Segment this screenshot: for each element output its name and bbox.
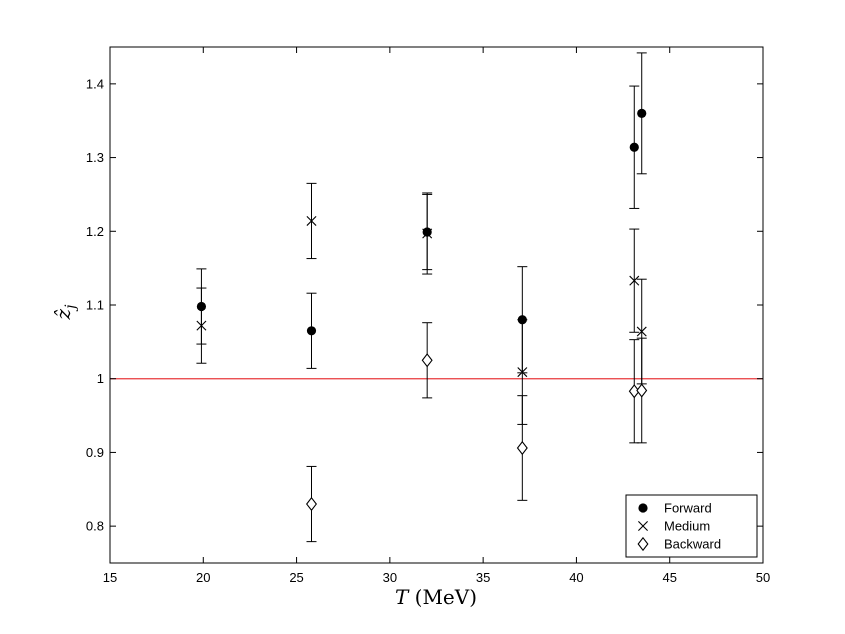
backward-point	[516, 440, 528, 456]
legend-label-medium: Medium	[664, 519, 710, 534]
legend-label-backward: Backward	[664, 537, 721, 552]
medium-point	[306, 215, 317, 226]
backward-point	[421, 353, 433, 368]
y-tick-label: 0.8	[86, 519, 104, 534]
medium-point-stroke-b	[422, 228, 433, 239]
x-axis-label-unit: (MeV)	[408, 585, 477, 609]
forward-point	[306, 326, 317, 336]
forward-point	[629, 142, 639, 152]
medium-point-stroke-b	[306, 215, 317, 226]
data-layer	[196, 52, 648, 543]
y-tick-label: 1.2	[86, 224, 104, 239]
legend-label-forward: Forward	[664, 501, 712, 516]
legend-marker-medium-stroke-b	[638, 521, 648, 531]
medium-point	[422, 228, 433, 239]
y-tick-label: 1.1	[86, 298, 104, 313]
medium-point-stroke-b	[636, 326, 647, 337]
series-backward	[306, 322, 648, 543]
x-axis-label: T (MeV)	[395, 585, 477, 609]
medium-point	[196, 320, 207, 331]
forward-point	[637, 108, 647, 118]
x-tick-label: 50	[756, 570, 770, 585]
x-axis-label-symbol: T	[395, 585, 410, 609]
medium-point-stroke-b	[629, 275, 640, 286]
legend-marker-backward	[637, 536, 649, 552]
y-tick-label: 1.3	[86, 150, 104, 165]
y-tick-label: 1.4	[86, 76, 104, 91]
y-axis-label: ẑj	[51, 304, 79, 321]
legend-marker-medium	[638, 521, 648, 531]
medium-point	[636, 326, 647, 337]
medium-point	[517, 367, 528, 378]
medium-point-stroke-b	[517, 367, 528, 378]
medium-point	[629, 275, 640, 286]
y-tick-label: 1	[97, 371, 104, 386]
x-tick-label: 30	[383, 570, 397, 585]
plot-area	[110, 47, 763, 563]
x-tick-label: 20	[196, 570, 210, 585]
legend-box	[625, 494, 758, 558]
y-tick-label: 0.9	[86, 445, 104, 460]
legend: Forward Medium Backward	[625, 494, 758, 558]
y-axis-label-symbol: ẑ	[51, 308, 75, 320]
y-axis-label-subscript: j	[63, 304, 79, 312]
medium-point-stroke-b	[196, 320, 207, 331]
backward-point	[306, 496, 317, 512]
legend-marker-forward	[638, 503, 648, 513]
x-tick-label: 45	[662, 570, 676, 585]
x-tick-label: 15	[103, 570, 117, 585]
backward-point	[636, 383, 648, 398]
tick-layer: 15 20 25 30 35 40 45 50 0.8 0.9 1 1.1 1.2 1.3 1.4	[86, 47, 770, 585]
x-tick-label: 35	[476, 570, 490, 585]
x-tick-label: 40	[569, 570, 583, 585]
x-tick-label: 25	[289, 570, 303, 585]
